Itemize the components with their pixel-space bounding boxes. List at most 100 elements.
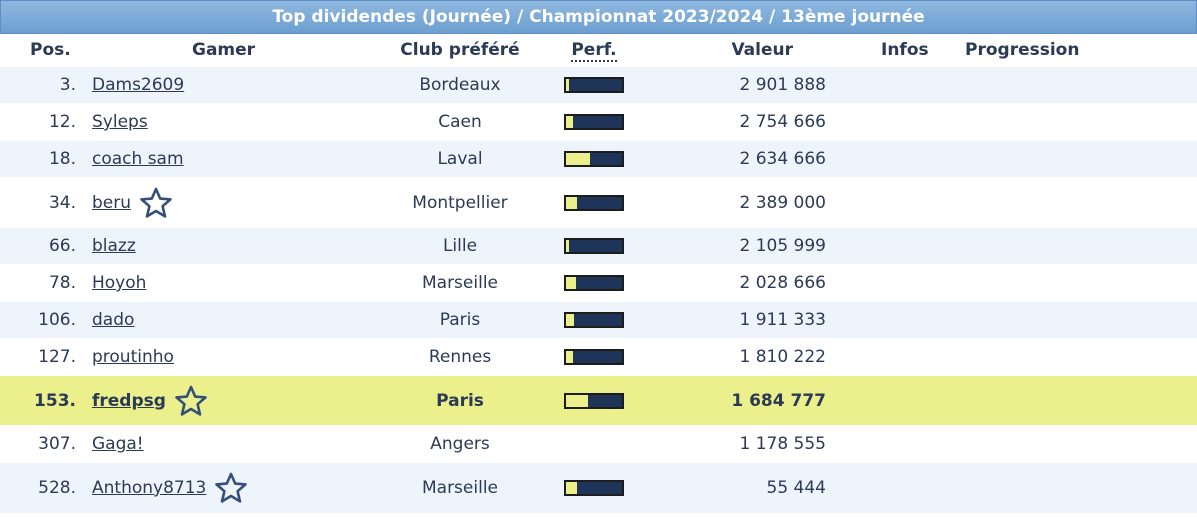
row-gamer-cell: Dams2609: [80, 66, 375, 104]
row-gamer-cell: Gaga!: [80, 425, 375, 463]
perf-bar-fill: [566, 277, 577, 289]
row-infos: [840, 103, 937, 141]
row-infos: [840, 425, 937, 463]
row-progression: [937, 66, 1197, 104]
row-gamer-cell: Hoyoh: [80, 264, 375, 302]
row-position: 153.: [0, 375, 80, 426]
row-infos: [840, 462, 937, 513]
row-infos: [840, 140, 937, 178]
row-infos: [840, 264, 937, 302]
gamer-link[interactable]: Syleps: [92, 112, 148, 132]
row-club: Marseille: [375, 462, 545, 513]
row-value: 1 810 222: [643, 338, 840, 376]
perf-bar-fill: [566, 153, 590, 165]
row-value: 2 028 666: [643, 264, 840, 302]
header-progression: Progression: [937, 34, 1197, 67]
row-infos: [840, 227, 937, 265]
perf-bar: [564, 238, 624, 254]
row-gamer-cell: Anthony8713: [80, 462, 375, 513]
row-value: 2 754 666: [643, 103, 840, 141]
row-progression: [937, 338, 1197, 376]
star-icon: [139, 186, 173, 220]
row-position: 307.: [0, 425, 80, 463]
row-perf-cell: [545, 375, 643, 426]
row-position: 528.: [0, 462, 80, 513]
row-value: 1 684 777: [643, 375, 840, 426]
table-row: 153. fredpsg Paris 1 684 777: [0, 375, 1197, 426]
row-club: Laval: [375, 140, 545, 178]
row-progression: [937, 227, 1197, 265]
row-perf-cell: [545, 140, 643, 178]
row-club: Lille: [375, 227, 545, 265]
row-perf-cell: [545, 338, 643, 376]
row-club: Paris: [375, 301, 545, 339]
row-progression: [937, 140, 1197, 178]
row-position: 66.: [0, 227, 80, 265]
gamer-link[interactable]: Dams2609: [92, 75, 185, 95]
row-infos: [840, 338, 937, 376]
row-perf-cell: [545, 177, 643, 228]
row-perf-cell: [545, 264, 643, 302]
gamer-link[interactable]: Hoyoh: [92, 273, 147, 293]
gamer-link[interactable]: Gaga!: [92, 434, 144, 454]
row-perf-cell: [545, 301, 643, 339]
row-perf-cell: [545, 227, 643, 265]
row-progression: [937, 425, 1197, 463]
ranking-table: Pos. Gamer Club préféré Perf. Valeur Inf…: [0, 34, 1197, 513]
row-position: 78.: [0, 264, 80, 302]
row-progression: [937, 462, 1197, 513]
row-perf-cell: [545, 462, 643, 513]
row-gamer-cell: coach sam: [80, 140, 375, 178]
row-gamer-cell: fredpsg: [80, 375, 375, 426]
header-perf[interactable]: Perf.: [545, 34, 643, 67]
gamer-link[interactable]: fredpsg: [92, 390, 166, 411]
row-club: Paris: [375, 375, 545, 426]
table-row: 307. Gaga! Angers 1 178 555: [0, 425, 1197, 463]
row-club: Marseille: [375, 264, 545, 302]
row-club: Rennes: [375, 338, 545, 376]
perf-bar: [564, 392, 624, 409]
perf-bar-fill: [566, 394, 589, 407]
table-row: 3. Dams2609 Bordeaux 2 901 888: [0, 66, 1197, 104]
perf-bar-fill: [566, 196, 578, 209]
gamer-link[interactable]: Anthony8713: [92, 477, 207, 498]
row-club: Angers: [375, 425, 545, 463]
star-icon: [214, 471, 248, 505]
row-infos: [840, 66, 937, 104]
table-row: 528. Anthony8713 Marseille 55 444: [0, 462, 1197, 513]
header-perf-label[interactable]: Perf.: [571, 40, 617, 62]
row-progression: [937, 103, 1197, 141]
gamer-link[interactable]: proutinho: [92, 347, 174, 367]
row-value: 2 901 888: [643, 66, 840, 104]
header-value: Valeur: [643, 34, 840, 67]
row-value: 2 105 999: [643, 227, 840, 265]
perf-bar-fill: [566, 351, 573, 363]
perf-bar-fill: [566, 79, 569, 91]
perf-bar: [564, 151, 624, 167]
perf-bar: [564, 275, 624, 291]
perf-bar-fill: [566, 240, 569, 252]
gamer-link[interactable]: dado: [92, 310, 135, 330]
table-row: 127. proutinho Rennes 1 810 222: [0, 338, 1197, 376]
table-row: 78. Hoyoh Marseille 2 028 666: [0, 264, 1197, 302]
row-club: Caen: [375, 103, 545, 141]
header-club: Club préféré: [375, 34, 545, 67]
gamer-link[interactable]: beru: [92, 192, 132, 213]
gamer-link[interactable]: blazz: [92, 236, 136, 256]
table-row: 106. dado Paris 1 911 333: [0, 301, 1197, 339]
table-row: 12. Syleps Caen 2 754 666: [0, 103, 1197, 141]
table-header-row: Pos. Gamer Club préféré Perf. Valeur Inf…: [0, 34, 1197, 67]
perf-bar-fill: [566, 116, 573, 128]
row-infos: [840, 375, 937, 426]
perf-bar-fill: [566, 481, 578, 494]
gamer-link[interactable]: coach sam: [92, 149, 184, 169]
perf-bar-fill: [566, 314, 575, 326]
row-value: 2 389 000: [643, 177, 840, 228]
row-position: 3.: [0, 66, 80, 104]
row-gamer-cell: proutinho: [80, 338, 375, 376]
table-body: 3. Dams2609 Bordeaux 2 901 888 12. Syleps Caen…: [0, 66, 1197, 513]
row-progression: [937, 177, 1197, 228]
row-club: Bordeaux: [375, 66, 545, 104]
row-position: 18.: [0, 140, 80, 178]
row-gamer-cell: dado: [80, 301, 375, 339]
